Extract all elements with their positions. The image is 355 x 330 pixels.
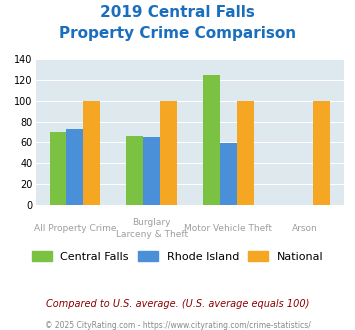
Bar <box>126 136 143 205</box>
Text: Arson: Arson <box>292 224 318 233</box>
Text: All Property Crime: All Property Crime <box>34 224 116 233</box>
Text: Property Crime Comparison: Property Crime Comparison <box>59 26 296 41</box>
Bar <box>220 144 237 205</box>
Bar <box>237 101 253 205</box>
Bar <box>313 101 330 205</box>
Text: 2019 Central Falls: 2019 Central Falls <box>100 5 255 20</box>
Bar <box>83 101 100 205</box>
Legend: Central Falls, Rhode Island, National: Central Falls, Rhode Island, National <box>27 247 328 267</box>
Text: Larceny & Theft: Larceny & Theft <box>115 230 188 239</box>
Bar <box>66 129 83 205</box>
Text: Motor Vehicle Theft: Motor Vehicle Theft <box>184 224 272 233</box>
Text: © 2025 CityRating.com - https://www.cityrating.com/crime-statistics/: © 2025 CityRating.com - https://www.city… <box>45 321 310 330</box>
Bar <box>160 101 177 205</box>
Bar <box>143 137 160 205</box>
Text: Burglary: Burglary <box>132 218 171 227</box>
Text: Compared to U.S. average. (U.S. average equals 100): Compared to U.S. average. (U.S. average … <box>46 299 309 309</box>
Bar <box>203 75 220 205</box>
Bar <box>50 132 66 205</box>
